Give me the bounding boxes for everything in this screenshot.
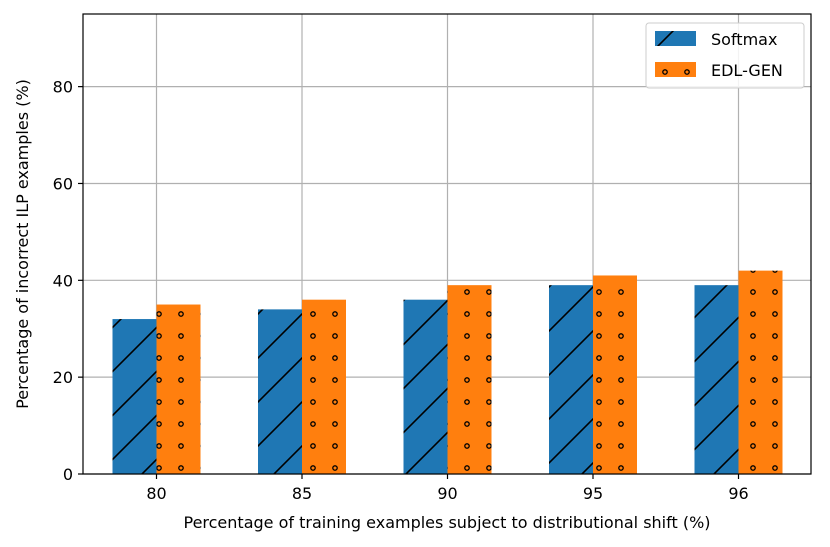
y-tick-label: 80: [53, 78, 73, 97]
x-tick-label: 90: [437, 484, 457, 503]
y-tick-label: 40: [53, 271, 73, 290]
bar-edl-gen-85: [302, 299, 346, 474]
x-tick-label: 96: [728, 484, 748, 503]
bar-softmax-96: [694, 285, 739, 474]
legend-label-edl-gen: EDL-GEN: [711, 61, 783, 80]
bars: [112, 270, 783, 474]
legend-label-softmax: Softmax: [711, 30, 777, 49]
y-tick-label: 20: [53, 368, 73, 387]
bar-softmax-80: [112, 319, 157, 474]
bar-softmax-95: [549, 285, 593, 474]
bar-edl-gen-96: [738, 270, 783, 474]
y-tick-label: 60: [53, 174, 73, 193]
y-axis-label: Percentage of incorrect ILP examples (%): [13, 79, 32, 409]
bar-softmax-85: [258, 309, 302, 474]
x-tick-label: 85: [292, 484, 312, 503]
x-axis-label: Percentage of training examples subject …: [183, 513, 710, 532]
axis-ticks: 80 85 90 95 96 0 20 40 60 80: [53, 78, 749, 503]
bar-softmax-90: [403, 299, 448, 474]
bar-edl-gen-90: [447, 285, 492, 474]
legend-swatch-softmax: [655, 31, 696, 46]
y-tick-label: 0: [63, 465, 73, 484]
x-tick-label: 80: [146, 484, 166, 503]
x-tick-label: 95: [583, 484, 603, 503]
bar-edl-gen-95: [593, 275, 637, 474]
legend-swatch-edl-gen: [655, 62, 696, 77]
bar-edl-gen-80: [156, 304, 201, 474]
legend: Softmax EDL-GEN: [645, 22, 805, 89]
